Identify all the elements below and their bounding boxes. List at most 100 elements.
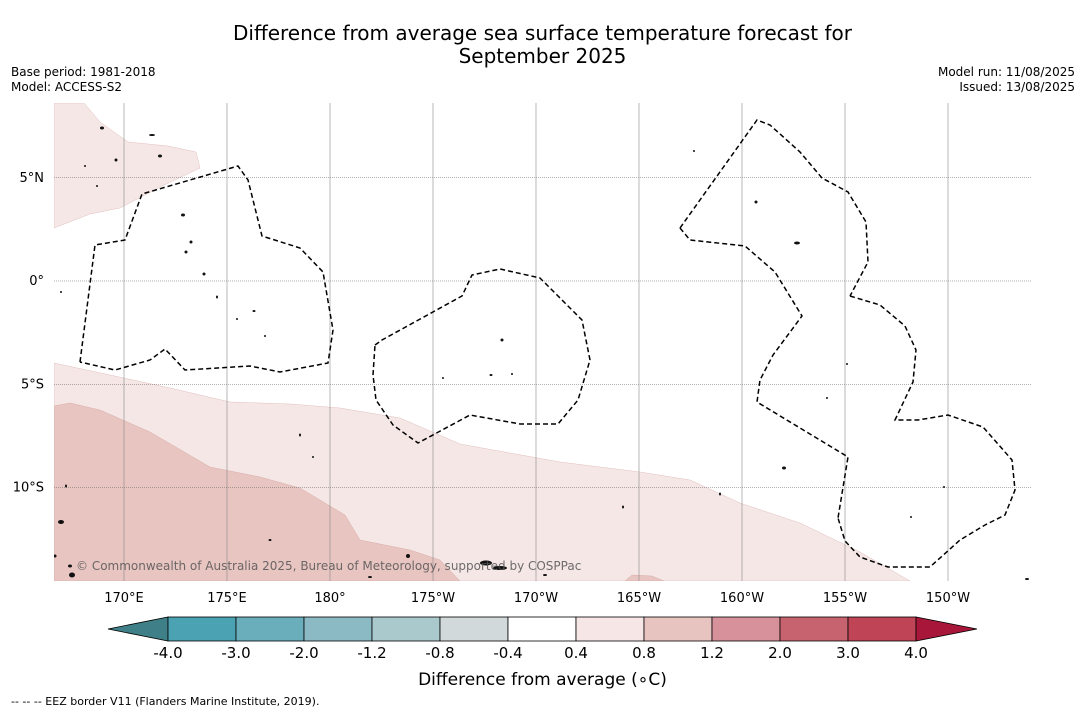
colorbar-tick-label: 1.2 [700, 644, 724, 662]
eez-border-kiribati-gilbert [79, 165, 334, 373]
island [252, 310, 256, 312]
colorbar-segment [507, 616, 577, 642]
island [181, 213, 185, 217]
longitude-gridlines [123, 103, 949, 581]
island [846, 363, 848, 365]
island [202, 272, 206, 276]
model-text: Model: ACCESS-S2 [11, 80, 123, 94]
colorbar-segment [779, 616, 849, 642]
colorbar-segment [167, 616, 237, 642]
island [622, 505, 624, 509]
island [543, 574, 547, 576]
island [368, 576, 372, 578]
title-line-2: September 2025 [458, 44, 627, 68]
island [1025, 578, 1029, 580]
island [910, 516, 912, 518]
island [114, 158, 118, 162]
lat-label: 0° [29, 274, 44, 289]
copyright-text: © Commonwealth of Australia 2025, Bureau… [76, 559, 581, 573]
island [406, 554, 410, 558]
lon-label: 160°W [720, 591, 764, 606]
island [442, 377, 444, 379]
eez-border-line-islands-south [679, 227, 849, 519]
colorbar-over-extension [915, 616, 978, 642]
colorbar-segment [439, 616, 509, 642]
map-area: © Commonwealth of Australia 2025, Bureau… [54, 103, 1031, 581]
island [782, 466, 786, 470]
map-title: Difference from average sea surface temp… [0, 22, 1085, 68]
colorbar-segment [575, 616, 645, 642]
colorbar-segment [303, 616, 373, 642]
lat-label: 10°S [13, 481, 44, 496]
eez-borders [79, 119, 1016, 568]
lat-label: 5°S [21, 377, 44, 392]
island [268, 539, 272, 541]
island [511, 373, 513, 375]
islands [54, 126, 1029, 580]
colorbar-tick-label: 3.0 [836, 644, 860, 662]
colorbar-tick-label: 0.8 [632, 644, 656, 662]
island [216, 295, 218, 299]
island [68, 564, 72, 568]
island [84, 165, 86, 167]
latitude-labels: 5°N 0° 5°S 10°S [13, 171, 44, 496]
island [54, 554, 57, 558]
lon-label: 175°E [207, 591, 247, 606]
colorbar-tick-label: 0.4 [564, 644, 588, 662]
island [189, 240, 193, 244]
lon-label: 180° [314, 591, 345, 606]
title-line-1: Difference from average sea surface temp… [232, 21, 852, 45]
eez-border-line-islands [679, 119, 869, 297]
island [489, 374, 493, 376]
island [826, 397, 828, 399]
island [493, 566, 507, 570]
colorbar-tick-label: -1.2 [357, 644, 386, 662]
issued-text: Issued: 13/08/2025 [959, 80, 1075, 94]
lat-label: 5°N [20, 171, 45, 186]
island [299, 433, 301, 437]
lon-label: 150°W [926, 591, 970, 606]
lon-label: 170°W [514, 591, 558, 606]
island [264, 335, 266, 337]
island [719, 492, 721, 496]
colorbar-tick-label: 2.0 [768, 644, 792, 662]
lon-label: 170°E [104, 591, 144, 606]
colorbar-under-extension [107, 616, 169, 642]
island [794, 241, 800, 245]
model-run-text: Model run: 11/08/2025 [937, 65, 1075, 79]
anomaly-region-medium-south [624, 574, 665, 581]
colorbar-label: Difference from average (∘C) [418, 670, 667, 690]
island [943, 486, 945, 488]
eez-footnote: -- -- -- EEZ border V11 (Flanders Marine… [11, 695, 320, 708]
island [100, 126, 104, 130]
island [149, 134, 155, 136]
colorbar-tick-label: -0.4 [493, 644, 522, 662]
meta-right: Model run: 11/08/2025 Issued: 13/08/2025 [938, 65, 1075, 95]
colorbar-tick-label: 4.0 [904, 644, 928, 662]
anomaly-region-light-north [54, 103, 201, 229]
colorbar-tick-label: -2.0 [289, 644, 318, 662]
island [60, 291, 62, 293]
island [480, 560, 492, 566]
lon-label: 165°W [617, 591, 661, 606]
meta-left: Base period: 1981-2018 Model: ACCESS-S2 [11, 65, 156, 95]
longitude-labels: 170°E 175°E 180° 175°W 170°W 165°W 160°W 155°W 1… [104, 591, 970, 606]
colorbar-segment [235, 616, 305, 642]
base-period-text: Base period: 1981-2018 [11, 65, 156, 79]
colorbar-tick-label: -3.0 [221, 644, 250, 662]
island [96, 185, 98, 187]
colorbar-segment [643, 616, 713, 642]
island [69, 572, 75, 578]
eez-border-phoenix [372, 268, 591, 444]
anomaly-region-medium [54, 402, 461, 581]
lon-label: 175°W [411, 591, 455, 606]
colorbar-tick-label: -0.8 [425, 644, 454, 662]
lon-label: 155°W [823, 591, 867, 606]
island [236, 318, 238, 320]
island [754, 200, 758, 204]
island [693, 150, 695, 152]
island [312, 456, 314, 458]
eez-border-southeast [837, 295, 1016, 568]
island [58, 520, 64, 524]
